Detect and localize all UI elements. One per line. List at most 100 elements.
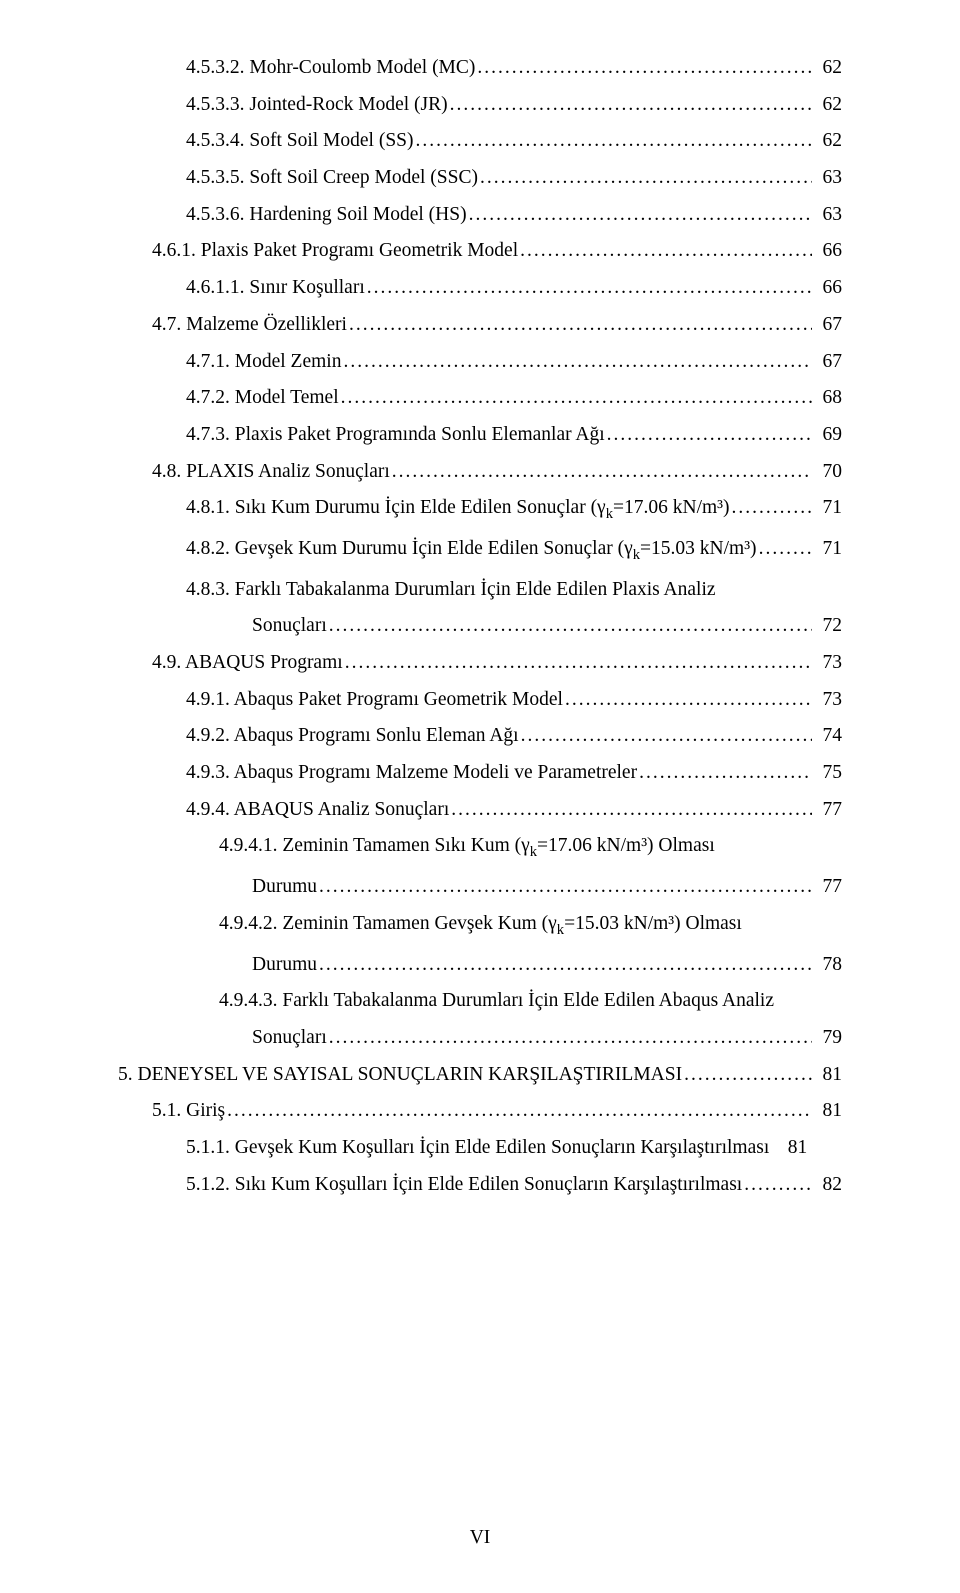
toc-entry-page: 67 (814, 315, 842, 335)
toc-leader (392, 462, 812, 482)
toc-leader (684, 1065, 812, 1085)
toc-entry: 5.1.2. Sıkı Kum Koşulları İçin Elde Edil… (118, 1175, 842, 1195)
toc-entry: 4.9.4. ABAQUS Analiz Sonuçları77 (118, 800, 842, 820)
toc-entry-text: Sonuçları (252, 616, 327, 636)
toc-entry-text: 4.8.1. Sıkı Kum Durumu İçin Elde Edilen … (186, 498, 730, 522)
toc-entry-page: 81 (814, 1101, 842, 1121)
toc-entry-text: 5.1. Giriş (152, 1101, 225, 1121)
toc-entry-page: 63 (814, 168, 842, 188)
toc-entry-text: 4.9. ABAQUS Programı (152, 653, 343, 673)
toc-entry: 4.5.3.5. Soft Soil Creep Model (SSC) 63 (118, 168, 842, 188)
toc-entry-text: 4.5.3.4. Soft Soil Model (SS) (186, 131, 414, 151)
toc-leader (343, 352, 812, 372)
toc-entry-text: 4.9.3. Abaqus Programı Malzeme Modeli ve… (186, 763, 637, 783)
toc-entry-page: 68 (814, 388, 842, 408)
toc-entry-page: 75 (814, 763, 842, 783)
toc-entry-continuation: Sonuçları72 (118, 616, 842, 636)
toc-leader (345, 653, 812, 673)
toc-entry-page: 67 (814, 352, 842, 372)
toc-leader (759, 539, 812, 559)
toc-entry: 4.8.1. Sıkı Kum Durumu İçin Elde Edilen … (118, 498, 842, 522)
toc-entry-text: 4.5.3.6. Hardening Soil Model (HS) (186, 205, 467, 225)
toc-entry: 5. DENEYSEL VE SAYISAL SONUÇLARIN KARŞIL… (118, 1065, 842, 1085)
toc-leader (732, 498, 812, 518)
toc-leader (480, 168, 812, 188)
toc-entry: 4.6.1.1. Sınır Koşulları 66 (118, 278, 842, 298)
toc-leader (744, 1175, 812, 1195)
toc-leader (227, 1101, 812, 1121)
toc-entry-text: 4.7.3. Plaxis Paket Programında Sonlu El… (186, 425, 605, 445)
toc-entry-page: 71 (814, 539, 842, 559)
toc-leader (319, 877, 812, 897)
toc-entry-continuation: Durumu 78 (118, 955, 842, 975)
toc-entry-text: 4.5.3.2. Mohr-Coulomb Model (MC) (186, 58, 475, 78)
table-of-contents: 4.5.3.2. Mohr-Coulomb Model (MC)624.5.3.… (118, 58, 842, 1194)
toc-leader (450, 95, 812, 115)
toc-entry-page: 73 (814, 653, 842, 673)
toc-entry: 4.9.4.1. Zeminin Tamamen Sıkı Kum (γk=17… (118, 836, 842, 860)
toc-entry-text: 4.9.4.3. Farklı Tabakalanma Durumları İç… (219, 991, 774, 1011)
toc-entry-page: 79 (814, 1028, 842, 1048)
toc-leader (469, 205, 812, 225)
toc-entry-continuation: Durumu77 (118, 877, 842, 897)
toc-entry-text: 4.7. Malzeme Özellikleri (152, 315, 347, 335)
toc-leader (349, 315, 812, 335)
toc-entry: 4.9.3. Abaqus Programı Malzeme Modeli ve… (118, 763, 842, 783)
toc-entry-text: 4.9.4.1. Zeminin Tamamen Sıkı Kum (γk=17… (219, 836, 715, 860)
toc-entry-page: 71 (814, 498, 842, 518)
toc-entry: 4.8.3. Farklı Tabakalanma Durumları İçin… (118, 580, 842, 600)
toc-leader (341, 388, 812, 408)
toc-entry: 4.7.3. Plaxis Paket Programında Sonlu El… (118, 425, 842, 445)
toc-leader (477, 58, 812, 78)
toc-entry: 4.5.3.4. Soft Soil Model (SS) 62 (118, 131, 842, 151)
toc-entry-text: 5. DENEYSEL VE SAYISAL SONUÇLARIN KARŞIL… (118, 1065, 682, 1085)
toc-entry-text: 4.5.3.3. Jointed-Rock Model (JR) (186, 95, 448, 115)
toc-entry: 4.8. PLAXIS Analiz Sonuçları70 (118, 462, 842, 482)
toc-entry-text: 4.6.1.1. Sınır Koşulları (186, 278, 365, 298)
toc-entry-page: 81 (779, 1138, 807, 1158)
toc-entry-text: 4.8.2. Gevşek Kum Durumu İçin Elde Edile… (186, 539, 757, 563)
toc-leader (565, 690, 812, 710)
toc-entry-text: 4.7.1. Model Zemin (186, 352, 341, 372)
toc-entry: 4.9.4.2. Zeminin Tamamen Gevşek Kum (γk=… (118, 914, 842, 938)
toc-entry-page: 66 (814, 241, 842, 261)
toc-entry-page: 78 (814, 955, 842, 975)
toc-entry-page: 81 (814, 1065, 842, 1085)
toc-entry: 5.1. Giriş 81 (118, 1101, 842, 1121)
toc-entry-page: 63 (814, 205, 842, 225)
toc-leader (416, 131, 812, 151)
toc-entry-text: 4.8. PLAXIS Analiz Sonuçları (152, 462, 390, 482)
toc-leader (639, 763, 812, 783)
toc-leader (329, 1028, 812, 1048)
toc-entry-continuation: Sonuçları 79 (118, 1028, 842, 1048)
toc-entry-text: Sonuçları (252, 1028, 327, 1048)
toc-entry-text: 4.9.2. Abaqus Programı Sonlu Eleman Ağı (186, 726, 519, 746)
toc-entry-page: 73 (814, 690, 842, 710)
toc-entry: 4.9.1. Abaqus Paket Programı Geometrik M… (118, 690, 842, 710)
toc-entry: 4.8.2. Gevşek Kum Durumu İçin Elde Edile… (118, 539, 842, 563)
toc-leader (319, 955, 812, 975)
toc-entry: 4.7.2. Model Temel68 (118, 388, 842, 408)
toc-entry-text: Durumu (252, 955, 317, 975)
toc-leader (520, 241, 812, 261)
toc-entry-text: 5.1.2. Sıkı Kum Koşulları İçin Elde Edil… (186, 1175, 742, 1195)
toc-entry: 4.7. Malzeme Özellikleri 67 (118, 315, 842, 335)
toc-entry-page: 62 (814, 95, 842, 115)
toc-entry-text: 4.5.3.5. Soft Soil Creep Model (SSC) (186, 168, 478, 188)
toc-leader (451, 800, 812, 820)
toc-entry-page: 62 (814, 131, 842, 151)
page-number-footer: VI (0, 1528, 960, 1548)
toc-entry-text: 4.8.3. Farklı Tabakalanma Durumları İçin… (186, 580, 716, 600)
toc-entry: 4.7.1. Model Zemin 67 (118, 352, 842, 372)
toc-entry-text: 4.6.1. Plaxis Paket Programı Geometrik M… (152, 241, 518, 261)
toc-entry-page: 66 (814, 278, 842, 298)
toc-entry: 5.1.1. Gevşek Kum Koşulları İçin Elde Ed… (118, 1138, 842, 1158)
toc-entry: 4.6.1. Plaxis Paket Programı Geometrik M… (118, 241, 842, 261)
toc-leader (607, 425, 812, 445)
toc-entry-text: 5.1.1. Gevşek Kum Koşulları İçin Elde Ed… (186, 1138, 769, 1158)
toc-leader (367, 278, 812, 298)
toc-leader (521, 726, 812, 746)
toc-entry: 4.5.3.3. Jointed-Rock Model (JR) 62 (118, 95, 842, 115)
toc-entry-page: 77 (814, 877, 842, 897)
toc-entry-text: 4.9.4.2. Zeminin Tamamen Gevşek Kum (γk=… (219, 914, 742, 938)
